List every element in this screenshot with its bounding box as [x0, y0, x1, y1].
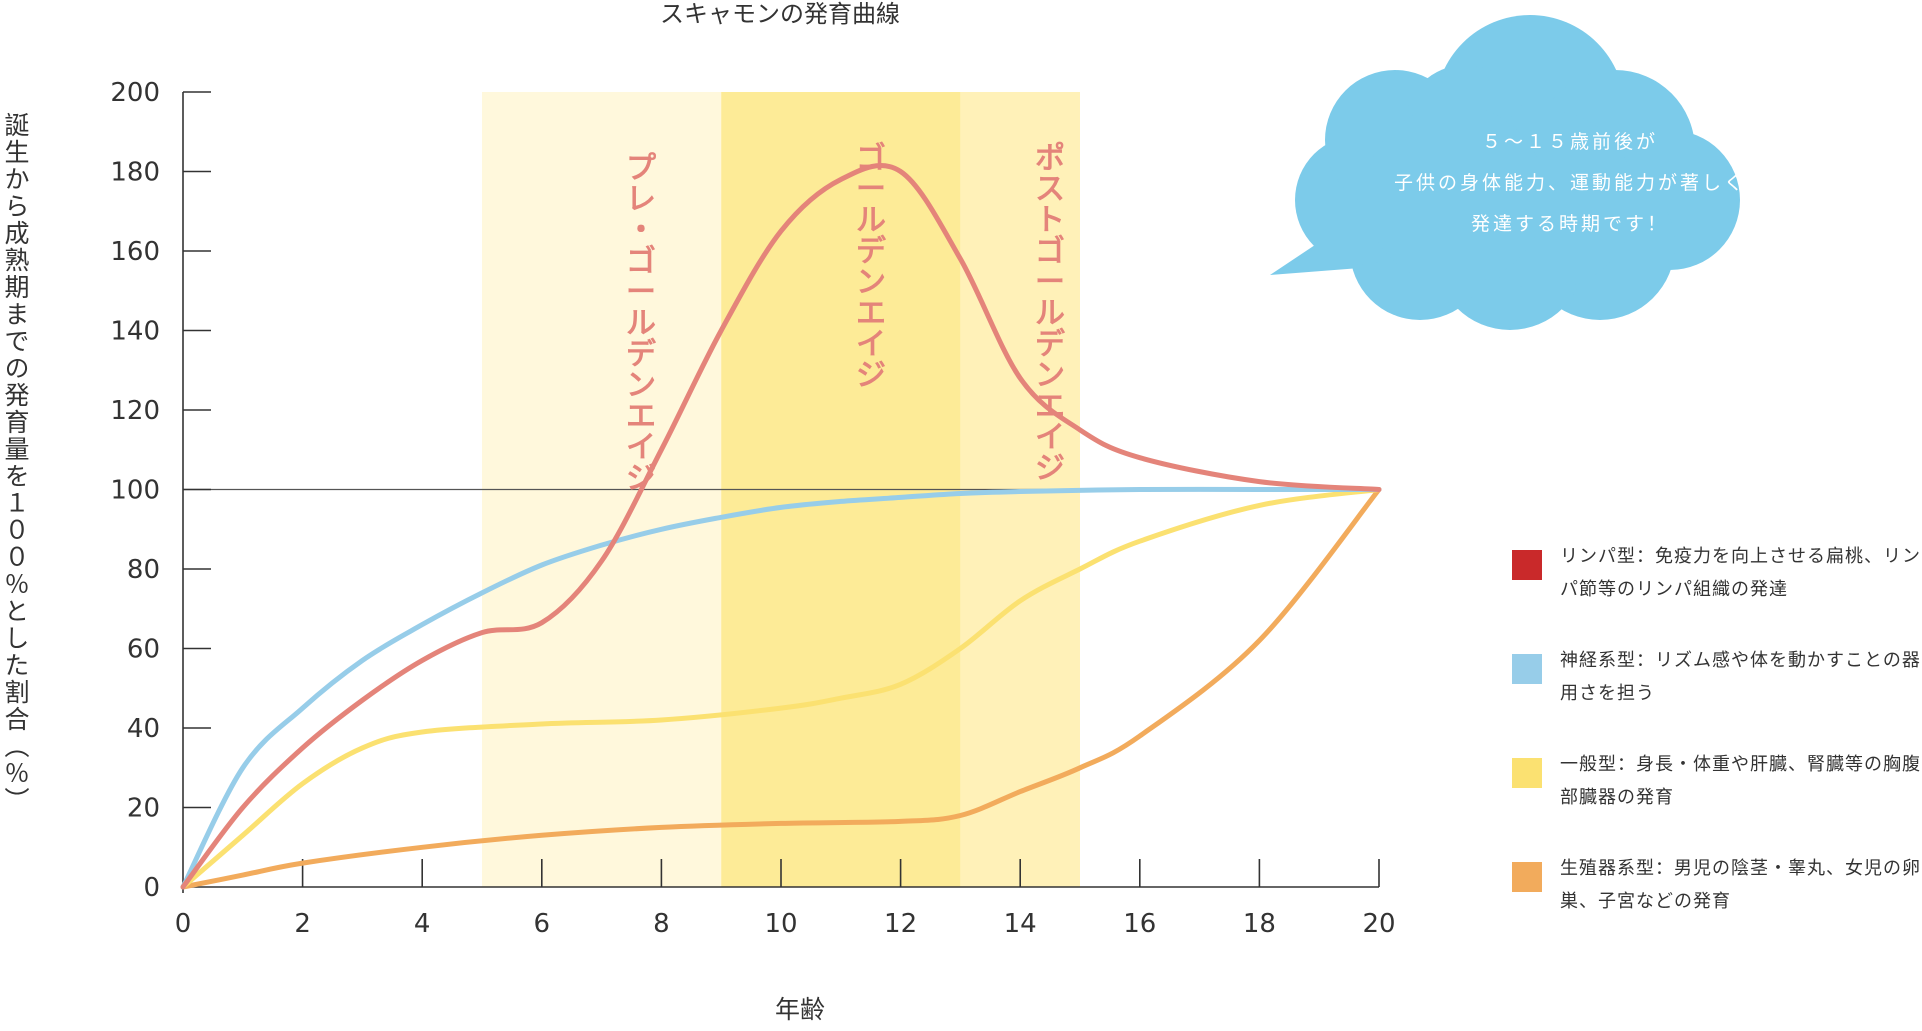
x-tick-label: 14 [1004, 909, 1037, 939]
legend-item: 生殖器系型：男児の陰茎・睾丸、女児の卵巣、子宮などの発育 [1512, 852, 1922, 956]
age-period-label-char: ジ [626, 461, 656, 496]
age-period-label-char: イ [626, 430, 656, 465]
x-tick-label: 8 [653, 909, 670, 939]
age-period-label-char: ジ [856, 358, 886, 393]
x-tick-label: 0 [175, 909, 192, 939]
bubble-line: 子供の身体能力、運動能力が著しく [1393, 172, 1746, 194]
age-period-label-char: ン [1035, 358, 1065, 393]
x-tick-label: 18 [1243, 909, 1276, 939]
age-period-label-char: ー [626, 275, 656, 310]
age-period-label-char: エ [856, 296, 886, 331]
age-period-label-char: ー [856, 172, 886, 207]
series-lines [180, 162, 1382, 890]
x-tick-label: 20 [1362, 909, 1395, 939]
legend-label: 一般型：身長・体重や肝臓、腎臓等の胸腹部臓器の発育 [1560, 754, 1921, 808]
y-tick-label: 100 [110, 476, 160, 506]
chart-title: スキャモンの発育曲線 [660, 0, 900, 28]
x-axis-title: 年齢 [775, 995, 825, 1024]
age-period-label-char: プ [626, 151, 657, 186]
speech-bubble-part [1365, 105, 1545, 285]
age-period-label-char: ゴ [1035, 234, 1065, 269]
age-period-label-char: エ [626, 399, 656, 434]
age-period-label-char: デ [856, 234, 887, 269]
legend-label: 生殖器系型：男児の陰茎・睾丸、女児の卵巣、子宮などの発育 [1560, 858, 1921, 912]
age-period-label-char: ン [856, 265, 886, 300]
age-period-label-char: ン [626, 368, 656, 403]
series-line [180, 487, 1382, 890]
age-period-label-char: デ [1035, 327, 1066, 362]
x-tick-label: 4 [414, 909, 431, 939]
y-tick-label: 80 [127, 555, 160, 585]
age-period-label-char: ゴ [626, 244, 656, 279]
legend-swatch [1512, 758, 1542, 788]
y-tick-label: 160 [110, 237, 160, 267]
y-axis-title: 誕生から成熟期までの発育量を１００％とした割合（％） [1, 112, 30, 814]
speech-bubble [1270, 15, 1740, 330]
x-tick-label: 12 [884, 909, 917, 939]
x-tick-label: 10 [764, 909, 797, 939]
x-tick-label: 6 [534, 909, 551, 939]
y-tick-label: 0 [143, 873, 160, 903]
y-tick-label: 180 [110, 158, 160, 188]
legend-swatch [1512, 862, 1542, 892]
age-period-label-char: レ [626, 182, 656, 217]
legend-label: 神経系型：リズム感や体を動かすことの器用さを担う [1560, 650, 1921, 704]
age-period-label-char: ス [1035, 172, 1065, 207]
age-period-label-char: ポ [1035, 141, 1065, 176]
y-tick-label: 20 [127, 794, 160, 824]
x-tick-label: 2 [294, 909, 311, 939]
legend-label: リンパ型：免疫力を向上させる扁桃、リンパ節等のリンパ組織の発達 [1560, 546, 1921, 600]
legend-swatch [1512, 550, 1542, 580]
y-tick-label: 40 [127, 714, 160, 744]
legend-item: 一般型：身長・体重や肝臓、腎臓等の胸腹部臓器の発育 [1512, 748, 1922, 852]
age-period-label-char: ・ [626, 213, 656, 248]
age-period-label-char: エ [1035, 389, 1065, 424]
age-period-label-char: デ [626, 337, 657, 372]
series-line [180, 487, 1382, 890]
bubble-line: ５～１５歳前後が [1481, 131, 1658, 153]
bubble-text: ５～１５歳前後が 子供の身体能力、運動能力が著しく 発達する時期です！ [1330, 122, 1810, 245]
legend-item: 神経系型：リズム感や体を動かすことの器用さを担う [1512, 644, 1922, 748]
y-tick-label: 140 [110, 317, 160, 347]
speech-bubble-tail [1270, 235, 1360, 275]
age-period-label-char: ー [1035, 265, 1065, 300]
legend-item: リンパ型：免疫力を向上させる扁桃、リンパ節等のリンパ組織の発達 [1512, 540, 1922, 644]
y-tick-label: 60 [127, 635, 160, 665]
age-period-label-char: ジ [1035, 451, 1065, 486]
age-period-label-char: ト [1035, 203, 1065, 238]
axes: 0 20 40 60 80 100 120 140 160 180 200 0 2 4 6 8 10 12 14 16… [110, 78, 1395, 939]
series-line [180, 486, 1382, 890]
series-line [180, 162, 1382, 890]
x-tick-label: 16 [1123, 909, 1156, 939]
legend-swatch [1512, 654, 1542, 684]
age-period-label-char: イ [1035, 420, 1065, 455]
y-tick-label: 120 [110, 396, 160, 426]
age-period-label-char: ル [626, 306, 656, 341]
age-period-label-char: ル [856, 203, 886, 238]
age-period-label-char: ル [1035, 296, 1065, 331]
bubble-line: 発達する時期です！ [1470, 213, 1669, 235]
legend: リンパ型：免疫力を向上させる扁桃、リンパ節等のリンパ組織の発達 神経系型：リズム… [1512, 540, 1922, 956]
y-tick-label: 200 [110, 78, 160, 108]
age-period-label-char: ゴ [856, 141, 886, 176]
age-period-label-char: イ [856, 327, 886, 362]
